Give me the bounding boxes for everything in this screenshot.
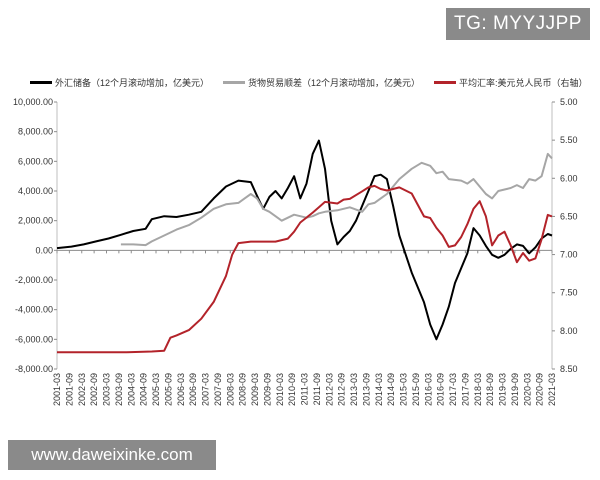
left-tick-label: 8,000.00	[18, 127, 53, 137]
watermark-top: TG: MYYJJPP	[446, 8, 590, 40]
x-tick-label: 2017-03	[448, 373, 458, 406]
right-tick-label: 7.00	[560, 250, 578, 260]
legend-label-fx: 平均汇率:美元兑人民币（右轴）	[459, 77, 588, 88]
x-tick-label: 2002-03	[77, 373, 87, 406]
left-tick-label: -4,000.00	[15, 305, 53, 315]
right-tick-label: 8.00	[560, 326, 578, 336]
x-tick-label: 2016-09	[436, 373, 446, 406]
watermark-bottom: www.daweixinke.com	[8, 440, 216, 470]
x-tick-label: 2014-09	[386, 373, 396, 406]
x-tick-label: 2013-09	[361, 373, 371, 406]
right-tick-label: 6.50	[560, 211, 578, 221]
legend-swatch-gray	[223, 80, 246, 84]
legend-label-trade: 货物贸易顺差（12个月滚动增加，亿美元）	[248, 77, 421, 88]
x-tick-label: 2006-09	[188, 373, 198, 406]
legend-swatch-black	[30, 80, 52, 84]
x-tick-label: 2012-03	[324, 373, 334, 406]
x-tick-label: 2006-03	[176, 373, 186, 406]
left-tick-label: 0.00	[35, 245, 53, 255]
x-tick-label: 2001-09	[64, 373, 74, 406]
x-tick-label: 2019-03	[498, 373, 508, 406]
legend-label-reserves: 外汇储备（12个月滚动增加，亿美元）	[55, 77, 210, 88]
x-tick-label: 2007-03	[201, 373, 211, 406]
series-line-2	[57, 184, 553, 354]
legend-swatch-red	[434, 80, 457, 84]
x-tick-label: 2010-03	[275, 373, 285, 406]
legend-item-trade: 货物贸易顺差（12个月滚动增加，亿美元）	[223, 76, 420, 89]
x-tick-label: 2003-09	[114, 373, 124, 406]
x-tick-label: 2016-03	[423, 373, 433, 406]
x-tick-label: 2005-03	[151, 373, 161, 406]
x-tick-label: 2014-03	[374, 373, 384, 406]
x-tick-label: 2013-03	[349, 373, 359, 406]
left-tick-label: 2,000.00	[18, 216, 53, 226]
left-tick-label: -6,000.00	[15, 334, 53, 344]
x-tick-label: 2005-09	[163, 373, 173, 406]
right-tick-label: 5.00	[560, 97, 578, 107]
x-tick-label: 2012-09	[337, 373, 347, 406]
x-tick-label: 2007-09	[213, 373, 223, 406]
left-tick-label: 10,000.00	[13, 97, 53, 107]
chart-legend: 外汇储备（12个月滚动增加，亿美元） 货物贸易顺差（12个月滚动增加，亿美元） …	[30, 74, 590, 90]
x-tick-label: 2011-09	[312, 373, 322, 405]
x-tick-label: 2019-09	[510, 373, 520, 406]
left-tick-label: 6,000.00	[18, 156, 53, 166]
x-tick-label: 2018-03	[473, 373, 483, 406]
legend-item-fx: 平均汇率:美元兑人民币（右轴）	[434, 76, 588, 89]
x-tick-label: 2020-03	[522, 373, 532, 406]
x-tick-label: 2015-03	[399, 373, 409, 406]
x-tick-label: 2002-09	[89, 373, 99, 406]
x-tick-label: 2008-09	[238, 373, 248, 406]
x-tick-label: 2009-03	[250, 373, 260, 406]
legend-item-reserves: 外汇储备（12个月滚动增加，亿美元）	[30, 76, 209, 89]
left-tick-label: -8,000.00	[15, 364, 53, 374]
x-tick-label: 2008-03	[225, 373, 235, 406]
x-tick-label: 2018-09	[485, 373, 495, 406]
right-tick-label: 6.00	[560, 173, 578, 183]
x-tick-label: 2010-09	[287, 373, 297, 406]
right-tick-label: 8.50	[560, 364, 578, 374]
x-tick-label: 2021-03	[547, 373, 557, 406]
x-tick-label: 2003-03	[102, 373, 112, 406]
x-tick-label: 2001-03	[52, 373, 62, 406]
x-tick-label: 2011-03	[300, 373, 310, 405]
x-tick-label: 2004-09	[139, 373, 149, 406]
x-tick-label: 2015-09	[411, 373, 421, 406]
x-tick-label: 2017-09	[460, 373, 470, 406]
series-line-1	[120, 152, 553, 247]
left-tick-label: -2,000.00	[15, 275, 53, 285]
series-line-0	[56, 139, 553, 341]
left-tick-label: 4,000.00	[18, 186, 53, 196]
right-tick-label: 5.50	[560, 135, 578, 145]
x-tick-label: 2009-09	[262, 373, 272, 406]
right-tick-label: 7.50	[560, 288, 578, 298]
x-tick-label: 2020-09	[535, 373, 545, 406]
x-tick-label: 2004-03	[126, 373, 136, 406]
